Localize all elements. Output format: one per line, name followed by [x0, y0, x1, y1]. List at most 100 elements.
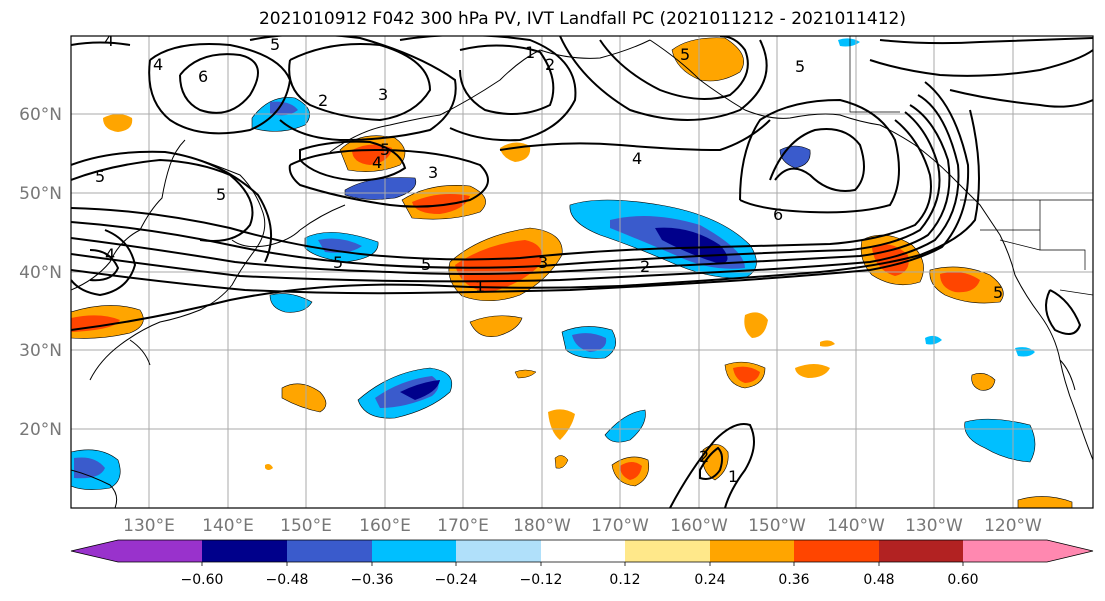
colorbar-swatch — [963, 540, 1047, 562]
positive-anomaly — [281, 383, 327, 413]
contour-label: 4 — [372, 153, 382, 172]
map-title: 2021010912 F042 300 hPa PV, IVT Landfall… — [258, 9, 906, 29]
lat-label-40n: 40°N — [19, 263, 62, 283]
colorbar-tick-label: −0.60 — [181, 572, 224, 588]
positive-anomaly — [469, 315, 523, 337]
contour-label: 5 — [421, 255, 431, 274]
lon-label: 170°E — [437, 516, 489, 536]
colorbar-outline — [70, 539, 1094, 563]
positive-anomaly — [733, 366, 760, 383]
colorbar-tick-label: −0.36 — [351, 572, 394, 588]
positive-anomaly — [620, 462, 642, 480]
contour-label: 1 — [728, 467, 738, 486]
lon-label: 180°W — [513, 516, 571, 536]
lon-label: 120°W — [984, 516, 1042, 536]
negative-anomaly — [572, 333, 607, 352]
contour-label: 5 — [993, 283, 1003, 302]
contour-label: 5 — [380, 140, 390, 159]
colorbar-tick-label: 0.24 — [694, 572, 725, 588]
positive-anomaly — [971, 373, 996, 391]
colorbar-swatch — [710, 540, 794, 562]
contour-label: 4 — [104, 31, 114, 50]
pv-contours — [71, 36, 1093, 508]
lon-label: 150°E — [280, 516, 332, 536]
colorbar-tick-label: −0.48 — [266, 572, 309, 588]
colorbar-swatch — [287, 540, 372, 562]
contour-label: 5 — [795, 57, 805, 76]
lon-label: 170°W — [591, 516, 649, 536]
latitude-labels: 60°N 50°N 40°N 30°N 20°N — [19, 105, 62, 440]
lat-label-60n: 60°N — [19, 105, 62, 125]
lon-label: 160°W — [670, 516, 728, 536]
colorbar-swatch — [794, 540, 879, 562]
contour-label: 2 — [640, 257, 650, 276]
colorbar-extend-low — [71, 540, 118, 562]
lon-label: 140°W — [827, 516, 885, 536]
colorbar-extend-high — [1047, 540, 1093, 562]
colorbar-swatch — [118, 540, 202, 562]
positive-anomaly — [795, 364, 830, 378]
colorbar-swatch — [372, 540, 456, 562]
positive-anomaly — [265, 464, 273, 470]
positive-anomaly — [744, 312, 768, 338]
contour-label: 5 — [333, 253, 343, 272]
contour-label: 3 — [378, 85, 388, 104]
colorbar-swatch — [541, 540, 625, 562]
contour-label: 4 — [105, 245, 115, 264]
positive-anomaly — [820, 340, 835, 347]
colorbar-swatch — [879, 540, 963, 562]
positive-anomaly — [455, 240, 543, 292]
contour-label: 1 — [475, 277, 485, 296]
negative-anomaly — [400, 380, 440, 400]
lon-label: 130°E — [123, 516, 175, 536]
positive-anomaly — [1017, 496, 1073, 508]
colorbar-ticks — [201, 562, 964, 566]
colorbar-tick-label: −0.12 — [520, 572, 563, 588]
positive-anomaly — [548, 409, 575, 440]
negative-anomaly — [269, 293, 313, 313]
borders — [849, 36, 1093, 296]
positive-anomaly — [103, 114, 133, 132]
negative-anomaly — [604, 409, 646, 443]
colorbar-tick-label: 0.36 — [778, 572, 809, 588]
lat-label-30n: 30°N — [19, 341, 62, 361]
positive-anomaly — [554, 455, 569, 469]
colorbar-swatch — [202, 540, 287, 562]
colorbar: −0.60 −0.48 −0.36 −0.24 −0.12 0.12 0.24 … — [70, 539, 1094, 588]
contour-label: 5 — [216, 185, 226, 204]
lon-label: 140°E — [202, 516, 254, 536]
positive-anomaly — [940, 272, 980, 293]
longitude-labels: 130°E 140°E 150°E 160°E 170°E 180°W 170°… — [123, 516, 1042, 536]
contour-label: 3 — [538, 253, 548, 272]
lat-label-20n: 20°N — [19, 420, 62, 440]
colorbar-tick-label: 0.60 — [947, 572, 978, 588]
contour-label: 1 — [525, 43, 535, 62]
negative-anomaly — [1015, 347, 1035, 357]
contour-label: 5 — [270, 35, 280, 54]
negative-anomaly — [838, 38, 860, 47]
contour-label: 5 — [680, 45, 690, 64]
contour-label: 6 — [198, 67, 208, 86]
pv-contour-labels: 4 4 6 5 2 3 5 1 2 5 5 4 3 5 5 5 5 4 3 2 … — [95, 31, 1003, 486]
contour-label: 2 — [545, 55, 555, 74]
colorbar-swatch — [625, 540, 710, 562]
lon-label: 160°E — [359, 516, 411, 536]
contour-label: 2 — [318, 91, 328, 110]
map-frame — [70, 35, 1094, 509]
negative-anomaly — [964, 418, 1036, 463]
colorbar-tick-label: −0.24 — [435, 572, 478, 588]
colorbar-tick-label: 0.48 — [863, 572, 894, 588]
contour-label: 5 — [95, 167, 105, 186]
positive-anomaly — [514, 369, 537, 379]
lat-label-50n: 50°N — [19, 184, 62, 204]
contour-label: 2 — [699, 447, 709, 466]
contour-label: 4 — [153, 55, 163, 74]
lon-label: 130°W — [905, 516, 963, 536]
lon-label: 150°W — [748, 516, 806, 536]
negative-anomaly — [779, 145, 811, 169]
contour-label: 4 — [632, 149, 642, 168]
contour-label: 3 — [428, 163, 438, 182]
colorbar-swatch — [456, 540, 541, 562]
colorbar-tick-label: 0.12 — [609, 572, 640, 588]
